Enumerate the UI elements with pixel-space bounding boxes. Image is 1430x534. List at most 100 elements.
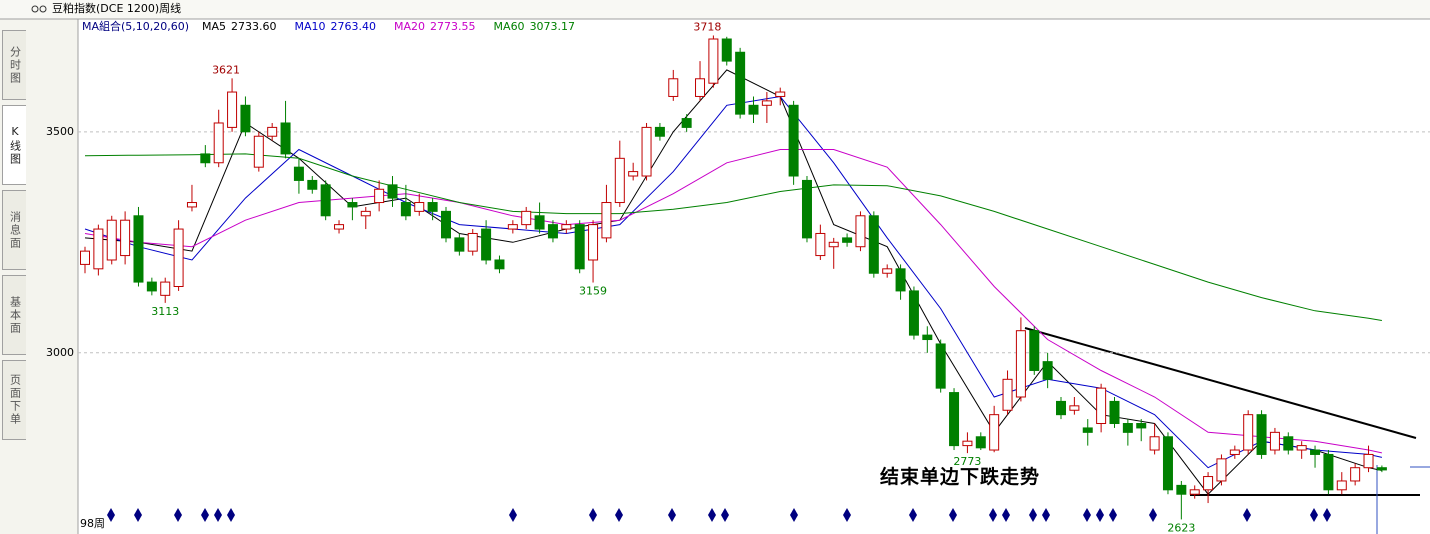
candle-body (855, 215, 866, 248)
candle-body (775, 91, 786, 97)
legend-name: MA60 (494, 20, 525, 33)
candle-body (588, 224, 599, 261)
candle-body (801, 179, 812, 239)
candle-body (106, 219, 117, 261)
candle-body (708, 38, 719, 84)
side-tab[interactable]: 消息面 (2, 190, 26, 270)
candle-body (614, 157, 625, 204)
candle-body (1176, 484, 1187, 495)
candle-body (160, 281, 171, 296)
side-tab[interactable]: 基本面 (2, 275, 26, 355)
candle-body (908, 290, 919, 336)
signal-diamond (1310, 508, 1318, 522)
candle-body (1149, 436, 1160, 451)
candle-body (80, 250, 90, 265)
candle-body (1136, 423, 1147, 429)
candle-body (1203, 476, 1214, 491)
legend-name: MA5 (202, 20, 226, 33)
indicator-label: MA組合(5,10,20,60) (82, 19, 189, 33)
candle-body (601, 202, 612, 239)
signal-diamond (1149, 508, 1157, 522)
candle-body (1310, 449, 1321, 455)
candle-body (427, 202, 438, 212)
candle-body (975, 436, 986, 449)
legend-name: MA20 (394, 20, 425, 33)
candle-body (440, 210, 451, 239)
candle-body (307, 179, 318, 190)
signal-diamond (843, 508, 851, 522)
candle-body (735, 51, 746, 115)
signal-diamond (615, 508, 623, 522)
legend-value: 2763.40 (331, 20, 377, 33)
candle-body (1216, 458, 1227, 482)
candle-body (253, 135, 264, 168)
candle-body (454, 237, 465, 252)
signal-diamond (107, 508, 115, 522)
candle-body (320, 184, 331, 217)
signal-diamond (214, 508, 222, 522)
candle-body (146, 281, 157, 292)
signal-diamond (589, 508, 597, 522)
signal-diamond (989, 508, 997, 522)
ma-line (84, 153, 1382, 321)
candle-body (1363, 453, 1374, 469)
signal-diamond (509, 508, 517, 522)
signal-diamond (1002, 508, 1010, 522)
candle-body (1336, 480, 1347, 491)
signal-diamond (1323, 508, 1331, 522)
candle-body (1243, 414, 1254, 451)
candle-body (1069, 405, 1080, 411)
trend-line (1024, 327, 1417, 439)
candle-body (695, 78, 706, 97)
extreme-label: 3718 (693, 20, 721, 33)
candle-body (748, 104, 759, 115)
candle-body (1229, 449, 1240, 455)
candle-body (788, 104, 799, 177)
extreme-label: 2623 (1167, 521, 1195, 534)
signal-diamond (174, 508, 182, 522)
candle-body (561, 224, 572, 230)
y-tick-label: 3000 (46, 346, 74, 359)
candle-body (1042, 361, 1053, 380)
candle-body (962, 440, 973, 447)
legend-value: 2733.60 (231, 20, 277, 33)
signal-diamond (134, 508, 142, 522)
candle-body (213, 122, 224, 164)
extreme-label: 3621 (212, 63, 240, 76)
candle-body (414, 202, 425, 212)
signal-diamond (909, 508, 917, 522)
signal-diamond (1083, 508, 1091, 522)
candle-body (641, 126, 652, 177)
signal-diamond (721, 508, 729, 522)
side-tab[interactable]: 分时图 (2, 30, 26, 100)
candle-body (1189, 489, 1200, 495)
candle-body (267, 126, 278, 137)
signal-diamond (790, 508, 798, 522)
side-tab[interactable]: 页面下单 (2, 360, 26, 440)
candle-body (842, 237, 853, 243)
candle-body (481, 228, 492, 261)
candle-body (895, 268, 906, 292)
candle-body (507, 224, 518, 230)
signal-diamond (201, 508, 209, 522)
candle-body (935, 343, 946, 389)
candle-body (1256, 414, 1267, 455)
candle-body (1082, 427, 1093, 433)
candle-body (1350, 467, 1361, 482)
candle-body (347, 202, 358, 208)
candle-body (240, 104, 251, 133)
icon (31, 5, 39, 13)
candle-body (173, 228, 184, 288)
candle-body (1323, 453, 1334, 491)
candle-body (334, 224, 345, 230)
candle-body (186, 202, 197, 208)
candle-body (949, 392, 960, 447)
candle-body (628, 171, 639, 177)
candle-body (882, 268, 893, 274)
candle-body (521, 210, 532, 226)
signal-diamond (1042, 508, 1050, 522)
signal-diamond (1243, 508, 1251, 522)
side-tab[interactable]: K线图 (2, 105, 26, 185)
candle-body (200, 153, 211, 164)
